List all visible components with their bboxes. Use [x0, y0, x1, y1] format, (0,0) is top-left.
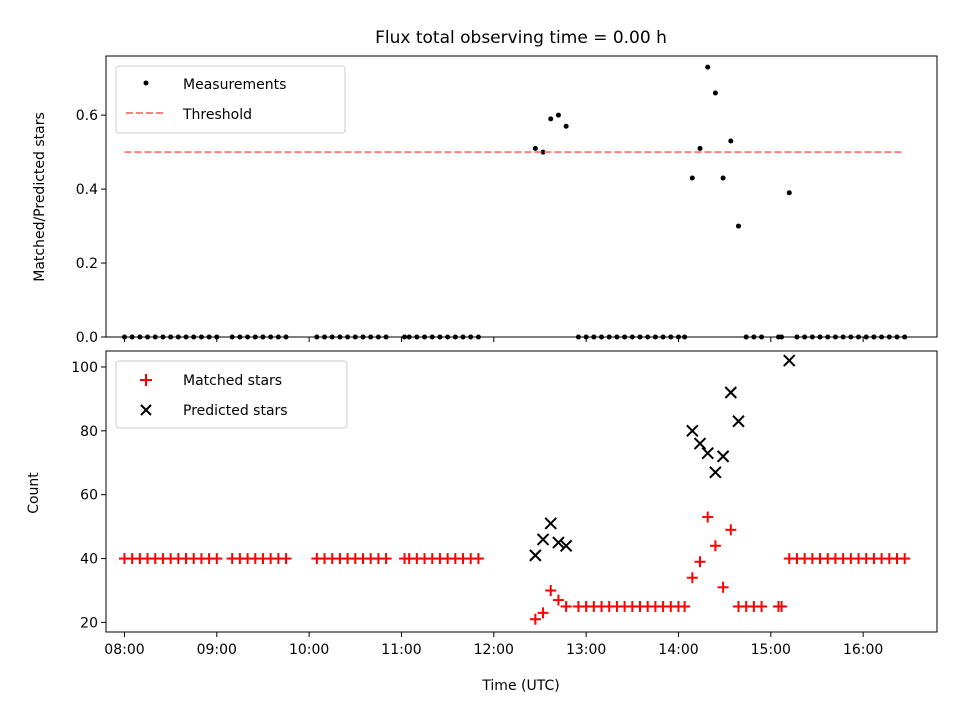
plot-marks: [118, 354, 911, 625]
data-point: [756, 600, 768, 612]
y-tick-label: 20: [80, 615, 98, 631]
data-point: [529, 613, 541, 625]
star-count-panel: Count Time (UTC) 20 40 60 80 100 08:00 09:00 1…: [26, 350, 938, 694]
x-tick-label: 16:00: [843, 642, 883, 658]
data-point: [702, 511, 714, 523]
legend-box: [115, 360, 348, 429]
data-point: [679, 600, 691, 612]
data-point: [717, 581, 729, 593]
data-point: [540, 149, 546, 155]
data-point: [697, 145, 703, 151]
data-point: [548, 116, 554, 122]
data-point: [709, 540, 721, 552]
data-point: [732, 415, 745, 428]
data-point: [735, 223, 741, 229]
data-point: [786, 190, 792, 196]
data-point: [689, 175, 695, 181]
y-tick-label: 0.6: [76, 108, 98, 124]
legend-marker-matched: [140, 374, 152, 386]
plot-frame: [105, 350, 938, 633]
data-point: [783, 354, 796, 367]
data-point: [693, 437, 707, 450]
data-point: [552, 594, 564, 606]
legend-label-predicted: Predicted stars: [183, 403, 288, 419]
flux-ratio-panel: Flux total observing time = 0.00 h Match…: [32, 28, 938, 346]
y-tick-label: 0.2: [76, 256, 98, 272]
data-point: [709, 466, 722, 479]
series-matched-stars: [118, 511, 911, 625]
data-point: [536, 533, 550, 546]
data-point: [686, 572, 698, 584]
legend-marker-predicted: [140, 404, 152, 416]
x-tick-label: 09:00: [197, 642, 237, 658]
series-predicted-stars: [529, 354, 796, 562]
data-point: [380, 553, 392, 565]
data-point: [537, 607, 549, 619]
x-tick-label: 10:00: [289, 642, 329, 658]
y-tick-label: 60: [80, 488, 98, 504]
data-point: [544, 517, 557, 530]
y-tick-label: 80: [80, 424, 98, 440]
legend-marker-measurements: [143, 80, 149, 86]
data-point: [712, 90, 718, 96]
data-point: [529, 549, 542, 562]
data-point: [724, 386, 737, 399]
data-point: [728, 138, 734, 144]
legend-label-measurements: Measurements: [183, 77, 286, 93]
x-tick-label: 13:00: [566, 642, 606, 658]
data-point: [280, 553, 292, 565]
y-ticks: 0.0 0.2 0.4 0.6: [76, 108, 106, 346]
plot-frame: [105, 55, 938, 338]
legend-box: [115, 65, 346, 134]
x-tick-label: 14:00: [658, 642, 698, 658]
data-point: [725, 524, 737, 536]
data-point: [560, 600, 572, 612]
x-tick-label: 11:00: [381, 642, 421, 658]
data-point: [472, 553, 484, 565]
data-point: [555, 112, 561, 118]
data-point: [694, 556, 706, 568]
x-tick-label: 15:00: [751, 642, 791, 658]
data-point: [532, 145, 538, 151]
legend-label-threshold: Threshold: [182, 107, 252, 123]
data-point: [716, 450, 730, 463]
legend-label-matched: Matched stars: [183, 373, 282, 389]
legend: Measurements Threshold: [115, 65, 346, 134]
legend: Matched stars Predicted stars: [115, 360, 348, 429]
data-point: [720, 175, 726, 181]
x-tick-label: 12:00: [474, 642, 514, 658]
y-tick-label: 100: [71, 360, 98, 376]
y-tick-label: 0.4: [76, 182, 98, 198]
x-tick-label: 08:00: [104, 642, 144, 658]
data-point: [776, 600, 788, 612]
y-ticks: 20 40 60 80 100: [71, 360, 106, 631]
data-point: [899, 553, 911, 565]
data-point: [211, 553, 223, 565]
y-axis-label: Count: [26, 472, 42, 514]
x-ticks: 08:00 09:00 10:00 11:00 12:00 13:00 14:00 15:00…: [104, 632, 883, 658]
data-point: [686, 424, 699, 438]
y-axis-label: Matched/Predicted stars: [32, 112, 48, 282]
data-point: [559, 539, 573, 552]
data-point: [545, 584, 557, 596]
x-axis-label: Time (UTC): [481, 678, 559, 694]
data-point: [705, 64, 711, 70]
data-point: [701, 446, 714, 460]
data-point: [552, 536, 565, 549]
y-tick-label: 0.0: [76, 330, 98, 346]
chart-title: Flux total observing time = 0.00 h: [375, 28, 667, 48]
y-tick-label: 40: [80, 552, 98, 568]
data-point: [563, 123, 569, 129]
